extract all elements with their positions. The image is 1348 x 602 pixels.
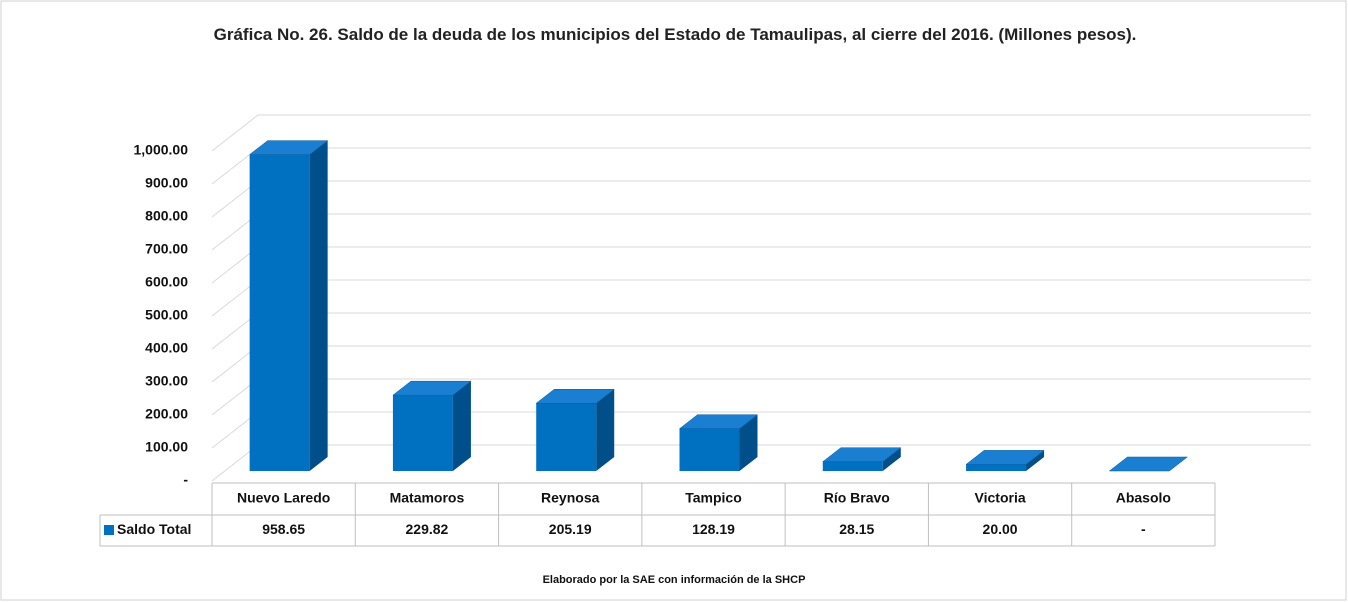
y-tick-label: 600.00 xyxy=(145,274,188,290)
y-tick-label: 900.00 xyxy=(145,175,188,191)
legend-swatch xyxy=(104,525,114,535)
x-tick-label: Reynosa xyxy=(541,490,600,506)
bar-top xyxy=(392,380,472,396)
bar-front xyxy=(679,428,740,471)
bar-front xyxy=(966,464,1027,471)
bar-front xyxy=(392,395,453,471)
y-tick-label: 300.00 xyxy=(145,373,188,389)
y-tick-label: 500.00 xyxy=(145,307,188,323)
data-label: 28.15 xyxy=(839,521,874,537)
data-label: 205.19 xyxy=(549,521,592,537)
data-label: 128.19 xyxy=(692,521,735,537)
bar-top xyxy=(535,389,615,404)
bar-side xyxy=(1026,450,1045,471)
bar-side xyxy=(596,389,615,471)
data-label: 958.65 xyxy=(262,521,305,537)
x-tick-label: Nuevo Laredo xyxy=(237,490,330,506)
y-tick-label: - xyxy=(183,472,188,488)
bar-top xyxy=(965,450,1045,465)
bar-top xyxy=(678,414,759,429)
y-tick-label: 100.00 xyxy=(145,439,188,455)
x-tick-label: Tampico xyxy=(685,490,742,506)
bar-side xyxy=(739,414,758,471)
bar-side xyxy=(452,381,471,471)
bar-side xyxy=(309,140,328,471)
data-label: 20.00 xyxy=(983,521,1018,537)
x-tick-label: Matamoros xyxy=(390,490,465,506)
bar-top xyxy=(1108,456,1189,472)
y-tick-label: 200.00 xyxy=(145,406,188,422)
y-tick-label: 700.00 xyxy=(145,241,188,257)
x-tick-label: Abasolo xyxy=(1116,490,1171,506)
bar-side xyxy=(882,447,901,471)
legend-label: Saldo Total xyxy=(117,521,191,537)
grid-line xyxy=(211,114,259,152)
x-tick-label: Río Bravo xyxy=(824,490,890,506)
bar-top xyxy=(248,140,329,155)
y-tick-label: 1,000.00 xyxy=(134,142,189,158)
bar-front xyxy=(822,461,883,471)
bar-front xyxy=(249,154,310,471)
source-note: Elaborado por la SAE con información de … xyxy=(543,574,806,586)
x-tick-label: Victoria xyxy=(975,490,1026,506)
bar-top xyxy=(822,447,902,462)
data-label: 229.82 xyxy=(406,521,449,537)
y-tick-label: 800.00 xyxy=(145,208,188,224)
bar-front xyxy=(536,403,597,471)
data-label: - xyxy=(1141,521,1146,537)
y-tick-label: 400.00 xyxy=(145,340,188,356)
chart-title: Gráfica No. 26. Saldo de la deuda de los… xyxy=(213,25,1137,44)
